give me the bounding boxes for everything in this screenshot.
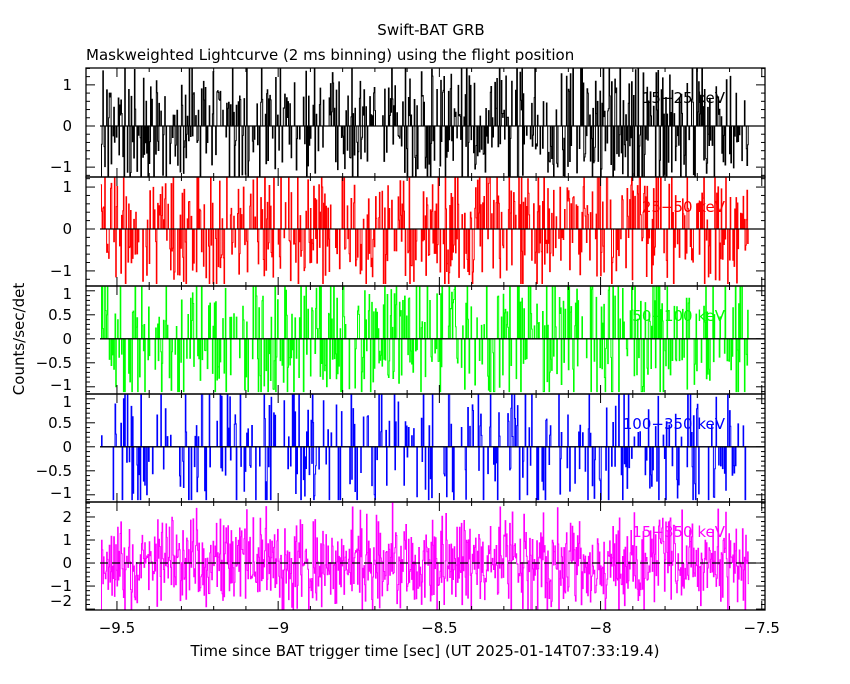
x-tick-label: −7.5 bbox=[744, 619, 780, 637]
y-tick-label: −1 bbox=[50, 262, 72, 280]
panel-frame bbox=[85, 501, 766, 611]
panel-25-50-kev: −1 0 1 25−50 keV bbox=[50, 176, 766, 287]
y-tick-label: 1 bbox=[62, 531, 72, 549]
energy-band-label: 15−25 keV bbox=[642, 89, 726, 107]
y-tick-label: 0.5 bbox=[48, 414, 72, 432]
series-line bbox=[100, 176, 749, 284]
energy-band-label: 50−100 keV bbox=[632, 307, 725, 325]
energy-band-label: 15−350 keV bbox=[632, 523, 725, 541]
y-tick-label: 0 bbox=[62, 117, 72, 135]
y-tick-label: −1 bbox=[50, 577, 72, 595]
y-tick-label: 1 bbox=[62, 76, 72, 94]
y-tick-label: −0.5 bbox=[36, 354, 72, 372]
x-tick-label: −8.5 bbox=[421, 619, 457, 637]
y-tick-label: 2 bbox=[62, 508, 72, 526]
y-tick-label: 0 bbox=[62, 438, 72, 456]
panel-15-350-kev: −2−1 0 1 2 15−350 keV bbox=[50, 501, 766, 611]
chart-subtitle: Maskweighted Lightcurve (2 ms binning) u… bbox=[86, 46, 574, 64]
panel-50-100-kev: −1 −0.5 0 0.5 1 50−100 keV bbox=[36, 285, 766, 395]
y-tick-label: −1 bbox=[50, 376, 72, 394]
x-axis-label: Time since BAT trigger time [sec] (UT 20… bbox=[190, 642, 660, 660]
y-tick-label: −0.5 bbox=[36, 462, 72, 480]
energy-band-label: 100−350 keV bbox=[623, 415, 726, 433]
x-tick-label: −9 bbox=[267, 619, 289, 637]
series-line bbox=[100, 501, 749, 611]
x-tick-label: −8 bbox=[590, 619, 612, 637]
y-tick-label: 0 bbox=[62, 330, 72, 348]
panel-100-350-kev: −1 −0.5 0 0.5 1 100−350 keV bbox=[36, 393, 766, 503]
y-tick-label: 0 bbox=[62, 554, 72, 572]
y-tick-label: 0.5 bbox=[48, 306, 72, 324]
y-axis-label: Counts/sec/det bbox=[10, 283, 28, 396]
y-tick-label: 0 bbox=[62, 220, 72, 238]
y-tick-label: 1 bbox=[62, 285, 72, 303]
energy-band-label: 25−50 keV bbox=[642, 198, 726, 216]
panel-15-25-kev: −1 0 1 15−25 keV bbox=[50, 67, 766, 178]
y-tick-label: 1 bbox=[62, 393, 72, 411]
y-tick-label: 1 bbox=[62, 178, 72, 196]
chart-title: Swift-BAT GRB bbox=[377, 21, 484, 39]
series-line bbox=[100, 67, 749, 178]
y-tick-label: −1 bbox=[50, 484, 72, 502]
y-tick-label: −1 bbox=[50, 158, 72, 176]
x-tick-label: −9.5 bbox=[99, 619, 135, 637]
y-tick-label: −2 bbox=[50, 592, 72, 610]
